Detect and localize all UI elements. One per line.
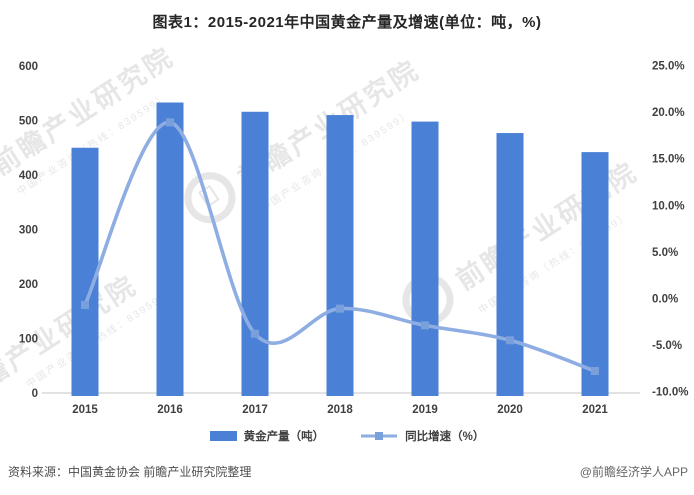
growth-rate-line: [83, 120, 597, 373]
legend-label-growth: 同比增速（%）: [405, 431, 485, 443]
right-axis-tick-5.0%: 5.0%: [652, 247, 678, 259]
right-axis-tick-25.0%: 25.0%: [652, 61, 685, 73]
growth-marker-2021: [591, 367, 599, 376]
bar-series-swatch: [209, 431, 237, 441]
left-axis-tick-200: 200: [19, 279, 38, 291]
growth-marker-2016: [166, 118, 174, 127]
legend-item-growth-rate: 同比增速（%）: [360, 428, 484, 444]
left-axis-tick-500: 500: [19, 116, 38, 128]
production-bar-2016: [156, 102, 184, 396]
production-bar-2017: [241, 111, 269, 396]
production-bar-2018: [326, 115, 354, 397]
x-axis-label-2020: 2020: [497, 404, 523, 416]
x-axis-label-2021: 2021: [582, 404, 608, 416]
growth-marker-2017: [251, 329, 259, 338]
left-axis-tick-300: 300: [19, 225, 38, 237]
growth-marker-2015: [81, 300, 89, 309]
right-axis-tick-10.0%: 10.0%: [652, 200, 685, 212]
x-axis-label-2016: 2016: [157, 404, 183, 416]
growth-marker-2018: [336, 304, 344, 313]
right-axis-tick-20.0%: 20.0%: [652, 107, 685, 119]
left-axis-tick-600: 600: [19, 61, 38, 73]
legend-item-gold-production: 黄金产量（吨）: [209, 428, 325, 444]
source-text: 资料来源：中国黄金协会 前瞻产业研究院整理: [8, 465, 252, 479]
right-axis-tick-15.0%: 15.0%: [652, 154, 685, 166]
growth-marker-2020: [506, 336, 514, 345]
legend-label-production: 黄金产量（吨）: [243, 431, 325, 443]
left-axis-tick-0: 0: [32, 388, 38, 400]
brand-credit: @前瞻经济学人APP: [579, 465, 688, 479]
production-bar-2019: [411, 121, 439, 396]
right-axis-tick--5.0%: -5.0%: [652, 340, 682, 352]
production-bar-2021: [581, 152, 609, 396]
growth-marker-2019: [421, 321, 429, 330]
line-series-swatch: [361, 432, 398, 440]
chart-title: 图表1：2015-2021年中国黄金产量及增速(单位：吨，%): [152, 14, 542, 31]
x-axis-label-2017: 2017: [242, 404, 268, 416]
legend: 黄金产量（吨） 同比增速（%）: [0, 428, 694, 444]
x-axis-label-2015: 2015: [72, 404, 98, 416]
production-bar-2020: [496, 133, 524, 396]
right-axis-tick-0.0%: 0.0%: [652, 293, 678, 305]
left-axis-tick-100: 100: [19, 334, 38, 346]
source-row: 资料来源：中国黄金协会 前瞻产业研究院整理 @前瞻经济学人APP: [8, 463, 688, 480]
production-bar-2015: [71, 147, 99, 396]
right-axis-tick--10.0%: -10.0%: [652, 387, 688, 399]
left-axis-tick-400: 400: [19, 170, 38, 182]
x-axis-label-2019: 2019: [412, 404, 438, 416]
x-axis-label-2018: 2018: [327, 404, 353, 416]
